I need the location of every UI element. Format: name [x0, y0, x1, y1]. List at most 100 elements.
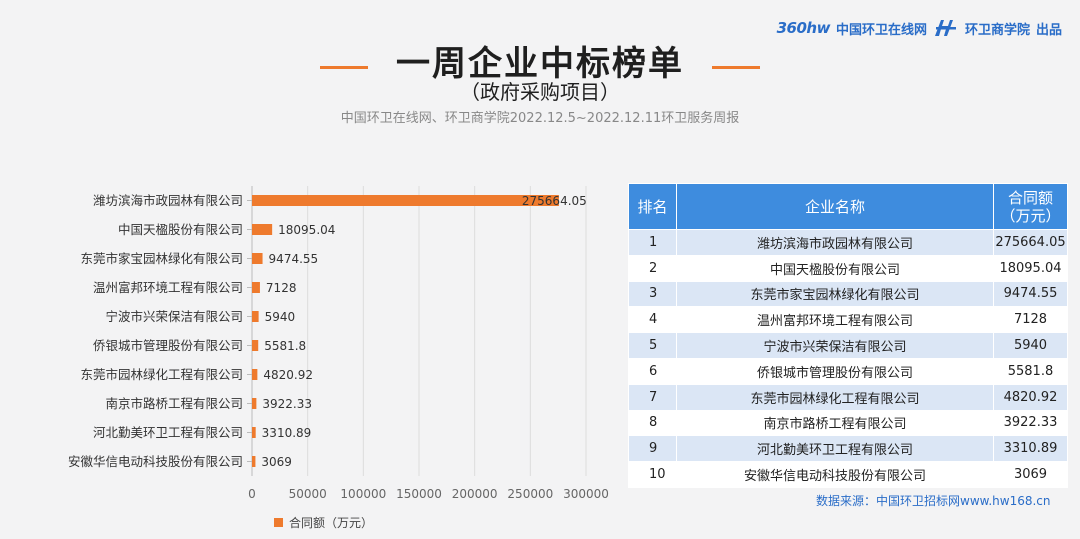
table-row: 8 南京市路桥工程有限公司 3922.33 [628, 409, 1069, 437]
rank-cell: 9 [628, 435, 677, 463]
company-cell: 温州富邦环境工程有限公司 [675, 306, 994, 334]
company-cell: 东莞市园林绿化工程有限公司 [675, 383, 994, 411]
x-tick-label: 100000 [340, 487, 386, 501]
title-dash-left [320, 66, 368, 69]
category-label: 南京市路桥工程有限公司 [105, 396, 243, 411]
data-label: 3310.89 [262, 426, 312, 440]
amount-cell: 3069 [992, 461, 1069, 488]
table-header-company: 企业名称 [675, 183, 994, 230]
amount-cell: 4820.92 [992, 383, 1069, 411]
data-label: 3922.33 [262, 397, 312, 411]
table-body: 1 潍坊滨海市政园林有限公司 275664.05 2 中国天楹股份有限公司 18095.0… [628, 229, 1069, 488]
data-source-note: 数据来源：中国环卫招标网www.hw168.cn [816, 494, 1051, 508]
table-row: 5 宁波市兴荣保洁有限公司 5940 [628, 332, 1069, 359]
x-tick-label: 150000 [396, 487, 442, 501]
bar-chart: 0 50000 100000 150000 200000 250000 300000 潍坊滨海… [68, 186, 609, 501]
table-header-rank: 排名 [628, 183, 677, 230]
category-label: 宁波市兴荣保洁有限公司 [105, 309, 243, 324]
category-label: 东莞市园林绿化工程有限公司 [80, 367, 243, 382]
bar [252, 456, 256, 467]
title-dash-right [712, 66, 760, 69]
report-source-line: 中国环卫在线网、环卫商学院2022.12.5~2022.12.11环卫服务周报 [340, 111, 740, 126]
rank-cell: 8 [628, 409, 677, 437]
company-cell: 中国天楹股份有限公司 [675, 254, 994, 282]
rank-cell: 1 [628, 229, 677, 256]
table-header-amount: 合同额（万元） [992, 183, 1069, 230]
rank-cell: 7 [628, 383, 677, 411]
company-cell: 河北勤美环卫工程有限公司 [675, 435, 994, 463]
bar [252, 398, 257, 409]
x-tick-label: 300000 [563, 487, 609, 501]
legend-label: 合同额（万元） [289, 516, 374, 530]
data-label: 9474.55 [269, 252, 319, 266]
hw-logo-icon [934, 20, 956, 36]
bar [252, 195, 559, 206]
category-label: 安徽华信电动科技股份有限公司 [68, 454, 243, 469]
bar [252, 253, 263, 264]
rank-cell: 10 [628, 461, 677, 488]
bar [252, 224, 273, 235]
amount-cell: 3310.89 [992, 435, 1069, 463]
page-subtitle: （政府采购项目） [460, 80, 620, 104]
x-tick-label: 0 [248, 487, 256, 501]
legend-swatch [274, 518, 283, 527]
data-label: 275664.05 [522, 194, 587, 208]
x-tick-label: 200000 [452, 487, 498, 501]
category-label: 东莞市家宝园林绿化有限公司 [80, 251, 243, 266]
data-label: 5581.8 [264, 339, 306, 353]
company-cell: 南京市路桥工程有限公司 [675, 409, 994, 437]
table-row: 4 温州富邦环境工程有限公司 7128 [628, 306, 1069, 334]
amount-cell: 7128 [992, 306, 1069, 334]
company-cell: 安徽华信电动科技股份有限公司 [675, 461, 994, 488]
amount-cell: 5940 [992, 332, 1069, 359]
rank-cell: 2 [628, 254, 677, 282]
company-cell: 侨银城市管理股份有限公司 [675, 357, 994, 385]
360hw-logo: 360hw [776, 19, 831, 37]
data-label: 7128 [266, 281, 297, 295]
bar [252, 282, 260, 293]
bar [252, 369, 258, 380]
bar [252, 340, 259, 351]
amount-cell: 18095.04 [992, 254, 1069, 282]
x-tick-label: 250000 [507, 487, 553, 501]
brand-header: 360hw 中国环卫在线网 环卫商学院 出品 [777, 18, 1062, 38]
amount-cell: 5581.8 [992, 357, 1069, 385]
amount-cell: 275664.05 [992, 229, 1069, 256]
table-row: 1 潍坊滨海市政园林有限公司 275664.05 [628, 229, 1069, 256]
table-row: 10 安徽华信电动科技股份有限公司 3069 [628, 461, 1069, 488]
company-cell: 东莞市家宝园林绿化有限公司 [675, 280, 994, 308]
brand-name-1: 中国环卫在线网 [835, 22, 927, 38]
data-label: 3069 [261, 455, 292, 469]
data-label: 5940 [265, 310, 296, 324]
chart-legend: 合同额（万元） [274, 514, 373, 531]
rank-cell: 3 [628, 280, 677, 308]
rank-cell: 5 [628, 332, 677, 359]
table-row: 9 河北勤美环卫工程有限公司 3310.89 [628, 435, 1069, 463]
table-header-row: 排名 企业名称 合同额（万元） [628, 183, 1069, 230]
company-cell: 宁波市兴荣保洁有限公司 [675, 332, 994, 359]
category-label: 河北勤美环卫工程有限公司 [93, 425, 243, 440]
rank-cell: 6 [628, 357, 677, 385]
data-label: 4820.92 [263, 368, 313, 382]
x-tick-label: 50000 [289, 487, 327, 501]
brand-name-2: 环卫商学院 [964, 22, 1030, 38]
rank-cell: 4 [628, 306, 677, 334]
bar [252, 427, 256, 438]
company-cell: 潍坊滨海市政园林有限公司 [675, 229, 994, 256]
bar [252, 311, 259, 322]
title-row: 一周企业中标榜单 [0, 36, 1080, 85]
category-label: 中国天楹股份有限公司 [118, 222, 243, 237]
table-row: 6 侨银城市管理股份有限公司 5581.8 [628, 357, 1069, 385]
brand-suffix: 出品 [1035, 22, 1062, 38]
amount-cell: 9474.55 [992, 280, 1069, 308]
category-label: 温州富邦环境工程有限公司 [93, 280, 243, 295]
page-title: 一周企业中标榜单 [396, 44, 684, 84]
table-row: 7 东莞市园林绿化工程有限公司 4820.92 [628, 383, 1069, 411]
category-label: 潍坊滨海市政园林有限公司 [93, 193, 243, 208]
data-label: 18095.04 [278, 223, 335, 237]
amount-cell: 3922.33 [992, 409, 1069, 437]
table-row: 2 中国天楹股份有限公司 18095.04 [628, 254, 1069, 282]
table-row: 3 东莞市家宝园林绿化有限公司 9474.55 [628, 280, 1069, 308]
category-label: 侨银城市管理股份有限公司 [93, 338, 243, 353]
ranking-table: 排名 企业名称 合同额（万元） 1 潍坊滨海市政园林有限公司 275664.05 2 中… [628, 183, 1069, 488]
